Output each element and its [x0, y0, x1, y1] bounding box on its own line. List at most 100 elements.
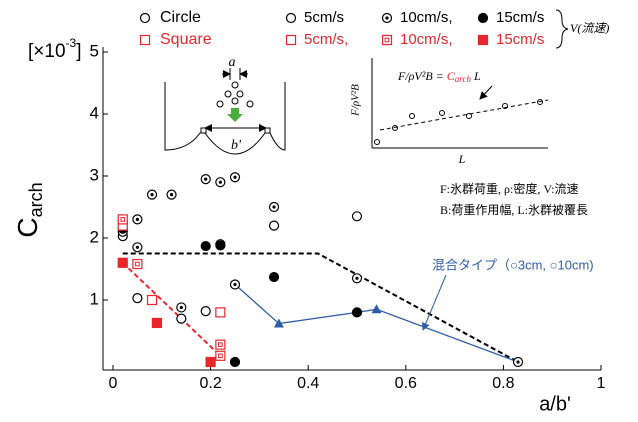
point-shape [205, 356, 216, 368]
y-tick-label: 5 [90, 41, 99, 60]
point-dot [135, 217, 139, 221]
legend-label: 15cm/s [496, 9, 544, 26]
point-shape [229, 356, 241, 368]
legend-bracket-label: V(流速) [570, 21, 609, 35]
inset-x-label: L [458, 152, 466, 166]
legend-label: 5cm/s, [304, 31, 348, 48]
point [285, 34, 297, 46]
point [351, 211, 363, 222]
schematic [164, 68, 286, 155]
point-dot [179, 305, 183, 310]
point [351, 307, 363, 318]
point-shape [176, 313, 187, 324]
point [381, 12, 393, 24]
point-shape [139, 34, 151, 46]
point-shape [215, 339, 226, 350]
point-shape [351, 307, 363, 318]
y-axis-label: Carch [12, 182, 45, 237]
x-tick-label: 1 [597, 375, 606, 392]
point-shape [477, 12, 489, 24]
point-shape [139, 12, 151, 24]
point [215, 177, 226, 188]
point-dot [218, 353, 223, 359]
point-shape [215, 307, 226, 318]
point-shape [200, 306, 211, 317]
point [132, 242, 143, 253]
point [139, 34, 151, 46]
point [215, 240, 226, 251]
point-shape [146, 294, 158, 306]
point [117, 214, 128, 225]
point [381, 34, 393, 46]
schematic-a: a [229, 55, 236, 70]
point [176, 302, 187, 313]
x-tick-label: 0.4 [297, 375, 319, 392]
y-tick-label: 2 [90, 227, 99, 246]
point [229, 279, 241, 290]
y-tick-label: 1 [90, 289, 99, 308]
x-tick-label: 0 [109, 375, 118, 392]
point [268, 201, 280, 213]
point-shape [215, 240, 226, 251]
y-tick-label: 3 [90, 165, 99, 184]
inset-equation: F/ρV²B = Carch L [397, 69, 481, 84]
point-dot [135, 261, 140, 267]
legend-label: 5cm/s [304, 9, 344, 26]
point-shape [268, 271, 280, 283]
note: B:荷重作用幅, L:氷群被覆長 [440, 202, 588, 217]
legend-label: 15cm/s [496, 31, 544, 48]
x-tick-label: 0.6 [395, 375, 417, 392]
point-shape [381, 34, 393, 46]
legend-group-label: Square [160, 31, 212, 48]
point [215, 350, 226, 361]
point [477, 34, 489, 46]
point [139, 12, 151, 24]
point [200, 174, 211, 185]
point [229, 172, 241, 183]
point [512, 356, 524, 368]
guide-line [122, 262, 222, 357]
point-shape [132, 258, 143, 270]
point [200, 240, 211, 252]
point-dot [516, 360, 520, 364]
point [166, 189, 177, 200]
point [215, 339, 226, 350]
inset [371, 58, 549, 149]
x-tick-label: 0.8 [492, 375, 514, 392]
point [117, 257, 128, 268]
point [477, 12, 489, 24]
x-tick-label: 0.2 [199, 375, 221, 392]
point-dot [218, 180, 222, 184]
point-dot [384, 37, 390, 43]
y-tick-label: 4 [90, 103, 99, 122]
point-shape [351, 211, 363, 222]
point-dot [135, 245, 139, 249]
point [151, 317, 163, 329]
x-axis-label: a/b' [539, 393, 571, 415]
point [351, 273, 363, 284]
point-dot [169, 193, 174, 197]
point-dot [233, 282, 237, 287]
legend-label: 10cm/s, [400, 31, 453, 48]
legend-label: 10cm/s, [400, 9, 453, 26]
point [200, 306, 211, 317]
point-dot [355, 276, 359, 280]
point [285, 12, 297, 24]
point [132, 293, 143, 304]
point-shape [215, 350, 226, 361]
point-shape [285, 34, 297, 46]
point-shape [151, 317, 163, 329]
legend-bracket [555, 9, 569, 49]
point [215, 307, 226, 318]
point [132, 258, 143, 270]
note: F:氷群荷重, ρ:密度, V:流速 [440, 181, 578, 196]
point-shape [132, 293, 143, 304]
point-dot [233, 175, 237, 179]
point-shape [285, 12, 297, 24]
point-dot [204, 177, 208, 181]
point-dot [120, 217, 126, 222]
point-dot [272, 205, 276, 209]
annotation-arrow [422, 274, 447, 331]
point-dot [385, 16, 389, 20]
